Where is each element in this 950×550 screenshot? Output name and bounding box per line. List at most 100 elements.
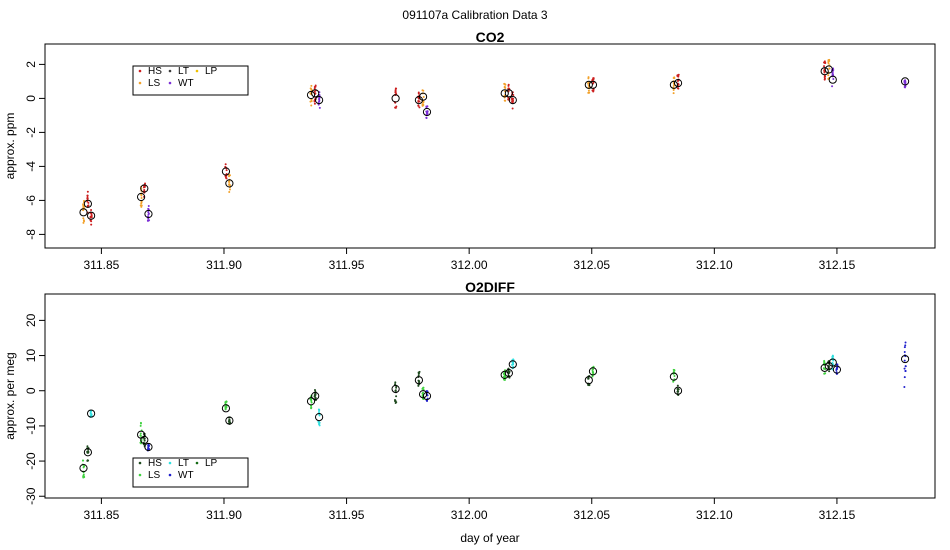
- o2diff-legend-entry: LT: [178, 458, 189, 469]
- o2diff-data-point: [511, 361, 514, 364]
- o2diff-mean-marker: [820, 363, 829, 372]
- co2-data-point: [313, 85, 316, 88]
- co2-y-axis: -8 -6 -4 -2 0 2: [24, 61, 45, 240]
- co2-legend-entry: LP: [205, 66, 218, 77]
- co2-data-point: [309, 87, 312, 90]
- co2-data-point: [426, 112, 429, 115]
- o2diff-data-point: [904, 365, 907, 368]
- o2diff-legend-swatch: [138, 461, 142, 465]
- o2diff-data-point: [903, 359, 906, 362]
- o2diff-mean-marker: [144, 442, 153, 452]
- o2diff-data-point: [503, 378, 506, 381]
- co2-data-point: [422, 89, 425, 92]
- o2diff-data-point: [591, 368, 594, 371]
- o2diff-data-point: [426, 390, 429, 393]
- o2diff-data-point: [139, 421, 142, 424]
- co2-data-point: [827, 74, 830, 77]
- co2-panel: CO2 311.85 311.90 311.95 312.00 312.05 312.10…: [3, 29, 936, 272]
- co2-y-tick-label: -4: [24, 161, 38, 172]
- co2-data-point: [827, 60, 830, 63]
- co2-x-tick-label: 312.15: [819, 258, 856, 272]
- co2-data-point: [673, 77, 676, 80]
- o2diff-data-point: [832, 355, 835, 358]
- o2diff-data-point: [395, 386, 398, 389]
- o2diff-mean-marker: [225, 416, 234, 425]
- o2diff-data-point: [82, 473, 85, 476]
- o2diff-data-point: [139, 424, 142, 427]
- o2diff-mean-marker: [86, 409, 96, 418]
- o2diff-mean-marker: [306, 397, 316, 406]
- co2-mean-marker: [824, 65, 833, 74]
- co2-data-point: [147, 211, 150, 214]
- o2diff-data-point: [587, 384, 590, 387]
- co2-data-point: [90, 223, 93, 226]
- o2diff-data-point: [417, 374, 420, 377]
- o2diff-data-point: [147, 444, 150, 447]
- co2-x-tick-label: 312.00: [451, 258, 488, 272]
- co2-data-point: [228, 175, 231, 178]
- co2-data-point: [310, 100, 313, 103]
- co2-mean-marker: [86, 211, 96, 220]
- co2-data-point: [823, 61, 826, 64]
- co2-mean-marker: [820, 67, 829, 76]
- o2diff-data-point: [86, 459, 89, 462]
- co2-data-point: [139, 204, 142, 207]
- co2-data-point: [147, 213, 150, 216]
- co2-data-point: [426, 105, 429, 108]
- o2diff-data-point: [82, 465, 85, 468]
- o2diff-data-point: [676, 390, 679, 393]
- co2-mean-markers: [79, 65, 910, 220]
- o2diff-data-point: [832, 359, 835, 362]
- co2-x-tick-label: 312.05: [573, 258, 610, 272]
- co2-data-point: [228, 188, 231, 191]
- o2diff-mean-marker: [414, 376, 423, 385]
- co2-legend-swatch: [195, 69, 199, 73]
- o2diff-data-point: [677, 387, 680, 390]
- co2-data-point: [310, 84, 313, 87]
- o2diff-data-point: [229, 421, 232, 424]
- co2-data-point: [904, 79, 907, 82]
- co2-data-point: [87, 201, 90, 204]
- co2-data-point: [823, 78, 826, 81]
- o2diff-data-point: [318, 421, 321, 424]
- o2diff-y-tick-label: -10: [24, 417, 38, 435]
- co2-plot-frame: [44, 43, 936, 249]
- co2-data-point: [677, 74, 680, 77]
- co2-data-point: [310, 104, 313, 107]
- o2diff-data-point: [511, 363, 514, 366]
- co2-legend-entry: HS: [148, 66, 162, 77]
- o2diff-x-tick-label: 311.85: [83, 508, 119, 522]
- co2-mean-marker: [588, 80, 598, 89]
- co2-data-point: [422, 95, 425, 98]
- co2-data-point: [511, 107, 514, 110]
- co2-data-point: [228, 183, 231, 186]
- o2diff-mean-marker: [673, 386, 683, 395]
- co2-mean-marker: [391, 94, 400, 103]
- co2-data-point: [394, 89, 397, 92]
- co2-data-point: [426, 110, 429, 113]
- o2diff-data-point: [318, 424, 321, 427]
- co2-data-point: [140, 201, 143, 204]
- o2diff-mean-marker: [311, 391, 320, 401]
- o2diff-data-point: [904, 341, 907, 344]
- o2diff-legend-swatch: [138, 473, 142, 477]
- co2-data-point: [676, 79, 679, 82]
- o2diff-y-axis-label: approx. per meg: [3, 352, 17, 439]
- co2-mean-marker: [144, 209, 153, 219]
- o2diff-data-point: [417, 372, 420, 375]
- o2diff-x-tick-label: 311.95: [329, 508, 365, 522]
- co2-data-point: [417, 92, 420, 95]
- o2diff-y-tick-label: 0: [24, 387, 38, 394]
- o2diff-data-point: [395, 395, 398, 398]
- o2diff-data-point: [673, 368, 676, 371]
- o2diff-data-point: [417, 384, 420, 387]
- co2-data-point: [823, 76, 826, 79]
- co2-data-point: [588, 91, 591, 94]
- co2-data-point: [82, 209, 85, 212]
- o2diff-data-point: [828, 367, 831, 370]
- o2diff-data-point: [225, 406, 228, 409]
- o2diff-data-point: [314, 394, 317, 397]
- co2-data-point: [140, 196, 143, 199]
- co2-mean-marker: [673, 79, 683, 88]
- o2diff-data-point: [314, 397, 317, 400]
